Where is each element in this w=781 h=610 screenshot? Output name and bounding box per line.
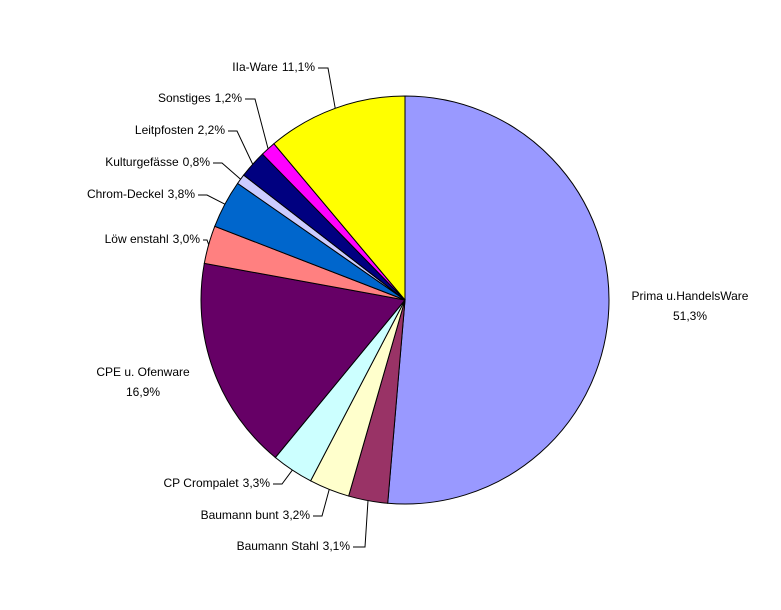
- category-label: Baumann bunt: [201, 508, 280, 522]
- leader-line: [198, 194, 226, 205]
- leader-line: [313, 489, 330, 517]
- data-label: CP Crompalet 3,3%: [164, 476, 271, 490]
- value-label: 0,8%: [183, 155, 211, 169]
- value-label: 16,9%: [126, 385, 160, 399]
- leader-line: [318, 67, 336, 109]
- leader-line: [203, 239, 210, 245]
- data-label: Sonstiges 1,2%: [158, 91, 242, 105]
- value-label: 1,2%: [215, 91, 243, 105]
- category-label: CP Crompalet: [164, 476, 240, 490]
- value-label: 3,2%: [283, 508, 311, 522]
- value-label: 51,3%: [673, 309, 707, 323]
- category-label: Sonstiges: [158, 91, 211, 105]
- value-label: 11,1%: [282, 60, 315, 74]
- category-label: CPE u. Ofenware: [96, 365, 190, 379]
- data-label: Leitpfosten 2,2%: [135, 123, 225, 137]
- category-label: Baumann Stahl: [237, 539, 319, 553]
- category-label: IIa-Ware: [232, 60, 278, 74]
- leader-line: [245, 98, 269, 149]
- category-label: Kulturgefässe: [105, 155, 179, 169]
- data-label: Löw enstahl 3,0%: [105, 232, 201, 246]
- leader-line: [228, 130, 254, 165]
- data-label: Chrom-Deckel 3,8%: [87, 187, 195, 201]
- category-label: Prima u.HandelsWare: [632, 289, 749, 303]
- data-label: Baumann Stahl 3,1%: [237, 539, 351, 553]
- leader-line: [353, 500, 369, 548]
- pie-slice: [387, 95, 610, 505]
- value-label: 3,3%: [243, 476, 271, 490]
- data-label: Prima u.HandelsWare 51,3%: [632, 289, 749, 323]
- category-label: Chrom-Deckel: [87, 187, 164, 201]
- value-label: 3,8%: [168, 187, 196, 201]
- leader-line: [273, 469, 293, 485]
- data-label: Kulturgefässe 0,8%: [105, 155, 210, 169]
- category-label: Leitpfosten: [135, 123, 194, 137]
- data-label: Baumann bunt 3,2%: [201, 508, 311, 522]
- pie-slice: [200, 262, 406, 459]
- value-label: 3,0%: [173, 232, 201, 246]
- leader-line: [213, 162, 241, 180]
- value-label: 3,1%: [323, 539, 351, 553]
- data-label: IIa-Ware 11,1%: [232, 60, 315, 74]
- value-label: 2,2%: [198, 123, 226, 137]
- category-label: Löw enstahl: [105, 232, 169, 246]
- data-label: CPE u. Ofenware 16,9%: [96, 365, 190, 399]
